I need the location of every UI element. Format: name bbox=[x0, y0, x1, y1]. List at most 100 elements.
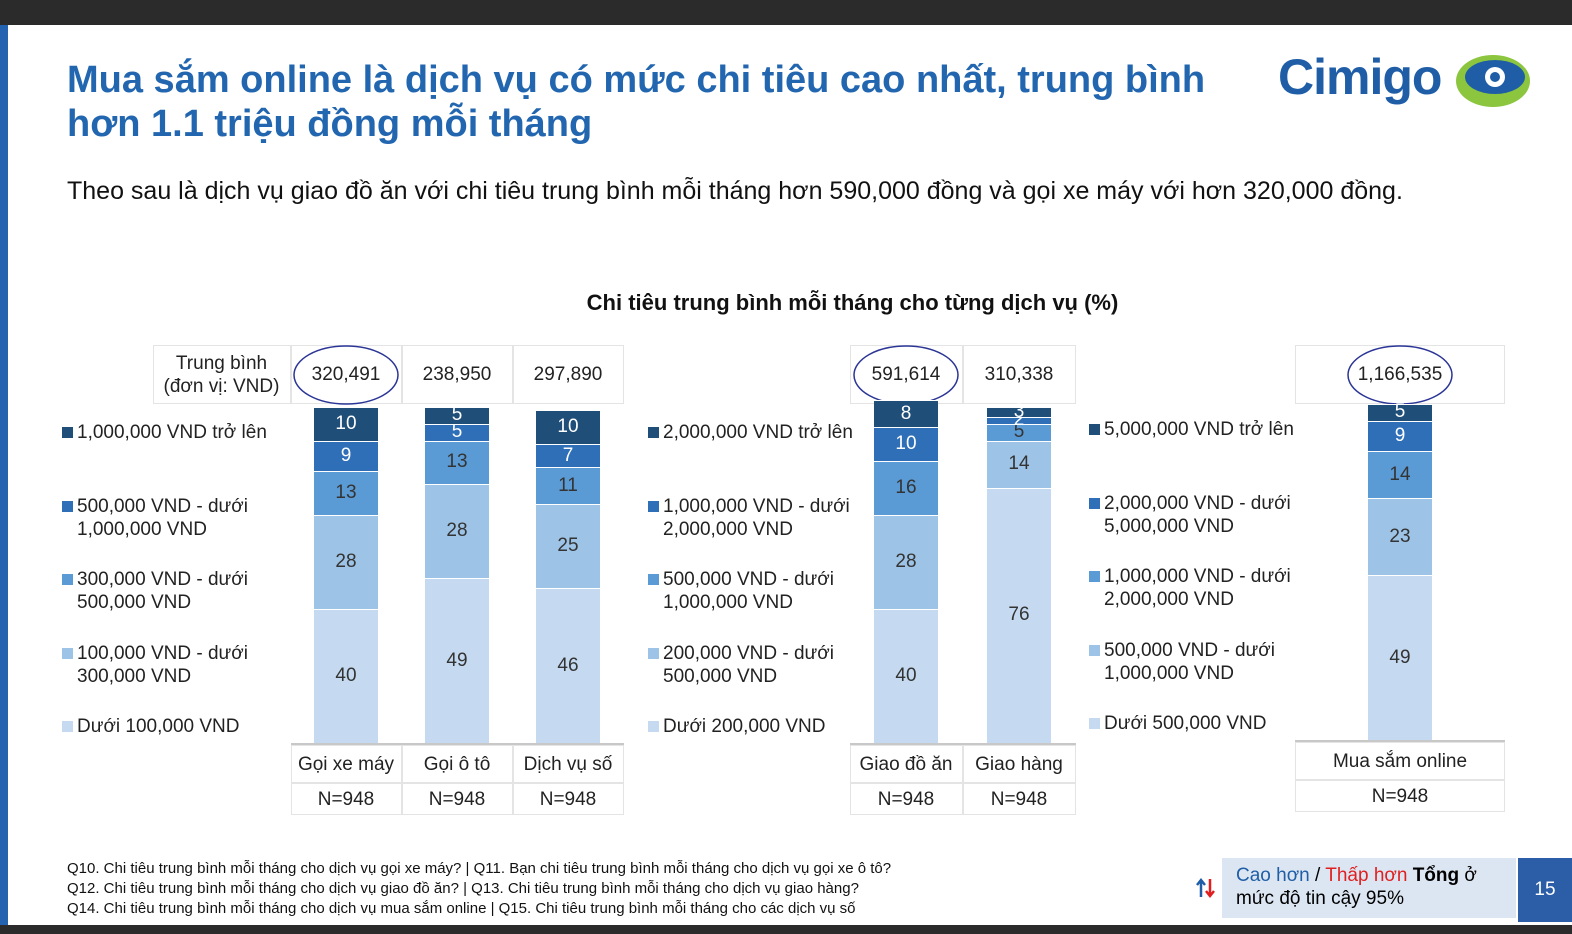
legend-label: 2,000,000 VND trở lên bbox=[663, 422, 853, 443]
higher: Cao hơn bbox=[1236, 865, 1310, 886]
arrows-icon bbox=[1196, 877, 1215, 899]
bar-segment bbox=[987, 423, 1051, 441]
highlight-circle bbox=[853, 345, 959, 405]
data-label: 14 bbox=[1008, 453, 1030, 475]
bar-segment bbox=[536, 443, 600, 468]
sample-size: N=948 bbox=[1295, 780, 1505, 812]
bar-segment bbox=[874, 400, 938, 428]
average-value: 310,338 bbox=[962, 345, 1076, 404]
bar-segment bbox=[1368, 404, 1432, 421]
data-label: 13 bbox=[446, 451, 468, 473]
legend-label: 100,000 VND - dưới 300,000 VND bbox=[77, 642, 248, 687]
footnotes: Q10. Chi tiêu trung bình mỗi tháng cho d… bbox=[67, 859, 891, 919]
bar-segment bbox=[987, 417, 1051, 424]
legend-swatch bbox=[1089, 644, 1100, 656]
legend-label: 300,000 VND - dưới 500,000 VND bbox=[77, 569, 248, 613]
legend-swatch bbox=[1089, 571, 1100, 582]
baseline bbox=[290, 743, 624, 745]
confidence: ở mức độ tin cậy 95% bbox=[1236, 865, 1477, 909]
legend-label: 1,000,000 VND - dưới 2,000,000 VND bbox=[663, 495, 850, 540]
category-label: Mua sắm online bbox=[1295, 742, 1505, 780]
data-label: 25 bbox=[557, 535, 579, 557]
bar-segment bbox=[425, 407, 489, 424]
bar-segment bbox=[874, 460, 938, 515]
bar-segment bbox=[1368, 498, 1432, 576]
legend-swatch bbox=[1089, 718, 1100, 729]
category-label: Dịch vụ số bbox=[512, 745, 624, 783]
legend-swatch bbox=[62, 574, 73, 585]
category-label: Gọi xe máy bbox=[290, 745, 402, 783]
legend-label: 500,000 VND - dưới 1,000,000 VND bbox=[77, 495, 248, 540]
data-label: 14 bbox=[1389, 463, 1411, 485]
bar-segment bbox=[874, 608, 938, 743]
data-label: 40 bbox=[895, 664, 917, 686]
bottom-bar bbox=[0, 925, 1572, 934]
data-label: 13 bbox=[335, 481, 357, 503]
data-label: 10 bbox=[895, 432, 917, 454]
legend-swatch bbox=[62, 721, 73, 732]
legend-item: 500,000 VND - dưới 1,000,000 VND bbox=[1089, 639, 1314, 685]
data-label: 49 bbox=[446, 649, 468, 671]
legend-item: 2,000,000 VND - dưới 5,000,000 VND bbox=[1089, 492, 1314, 538]
data-label: 28 bbox=[446, 520, 468, 542]
bar-segment bbox=[314, 407, 378, 441]
data-label: 5 bbox=[451, 421, 463, 443]
bar-segment bbox=[1368, 575, 1432, 740]
title: Mua sắm online là dịch vụ có mức chi tiê… bbox=[67, 59, 1206, 145]
legend-swatch bbox=[648, 647, 659, 659]
data-label: 10 bbox=[557, 416, 579, 438]
legend-swatch bbox=[1089, 497, 1100, 509]
side-strip bbox=[0, 25, 8, 925]
data-label: 5 bbox=[451, 404, 463, 426]
data-label: 28 bbox=[895, 550, 917, 572]
bar-segment bbox=[874, 427, 938, 461]
sample-size: N=948 bbox=[512, 783, 624, 815]
data-label: 10 bbox=[335, 412, 357, 434]
baseline bbox=[849, 743, 1076, 745]
legend-item: 2,000,000 VND trở lên bbox=[648, 421, 873, 444]
data-label: 2 bbox=[1013, 409, 1025, 431]
bar-segment bbox=[1368, 451, 1432, 499]
category-label: Giao hàng bbox=[962, 745, 1076, 783]
highlight-circle bbox=[1347, 345, 1453, 405]
legend-label: 1,000,000 VND - dưới 2,000,000 VND bbox=[1104, 566, 1291, 610]
legend-swatch bbox=[648, 574, 659, 585]
baseline bbox=[1295, 740, 1505, 742]
legend-item: Dưới 100,000 VND bbox=[62, 715, 287, 738]
total: Tổng bbox=[1412, 865, 1460, 886]
legend-item: 300,000 VND - dưới 500,000 VND bbox=[62, 568, 287, 614]
average-label: Trung bình (đơn vị: VND) bbox=[152, 345, 291, 404]
category-label: Giao đồ ăn bbox=[849, 745, 963, 783]
top-bar bbox=[0, 0, 1572, 25]
data-label: 7 bbox=[562, 444, 574, 466]
legend-item: 5,000,000 VND trở lên bbox=[1089, 418, 1314, 441]
legend-item: 1,000,000 VND - dưới 2,000,000 VND bbox=[1089, 565, 1314, 611]
data-label: 23 bbox=[1389, 525, 1411, 547]
legend-item: 200,000 VND - dưới 500,000 VND bbox=[648, 642, 873, 688]
legend-item: 500,000 VND - dưới 1,000,000 VND bbox=[648, 568, 873, 614]
bar-segment bbox=[314, 470, 378, 515]
average-value: 297,890 bbox=[512, 345, 624, 404]
legend-label: 200,000 VND - dưới 500,000 VND bbox=[663, 642, 834, 687]
bar-segment bbox=[425, 423, 489, 441]
bar-segment bbox=[536, 588, 600, 743]
legend-label: 2,000,000 VND - dưới 5,000,000 VND bbox=[1104, 492, 1291, 537]
legend-label: 1,000,000 VND trở lên bbox=[77, 422, 267, 443]
bar-segment bbox=[536, 410, 600, 444]
legend-swatch bbox=[648, 721, 659, 732]
bar-segment bbox=[987, 487, 1051, 743]
data-label: 16 bbox=[895, 476, 917, 498]
highlight-circle bbox=[293, 345, 399, 405]
data-label: 40 bbox=[335, 664, 357, 686]
legend-item: 1,000,000 VND trở lên bbox=[62, 421, 287, 444]
legend-label: Dưới 100,000 VND bbox=[77, 716, 240, 737]
data-label: 9 bbox=[340, 444, 352, 466]
bar-segment bbox=[425, 578, 489, 743]
subtitle: Theo sau là dịch vụ giao đồ ăn với chi t… bbox=[67, 177, 1403, 205]
legend-label: 500,000 VND - dưới 1,000,000 VND bbox=[663, 569, 834, 613]
footnote: Q14. Chi tiêu trung bình mỗi tháng cho d… bbox=[67, 900, 856, 917]
bar-segment bbox=[314, 514, 378, 609]
logo-icon bbox=[1456, 55, 1530, 107]
bar-segment bbox=[1368, 420, 1432, 452]
bar-segment bbox=[425, 440, 489, 485]
